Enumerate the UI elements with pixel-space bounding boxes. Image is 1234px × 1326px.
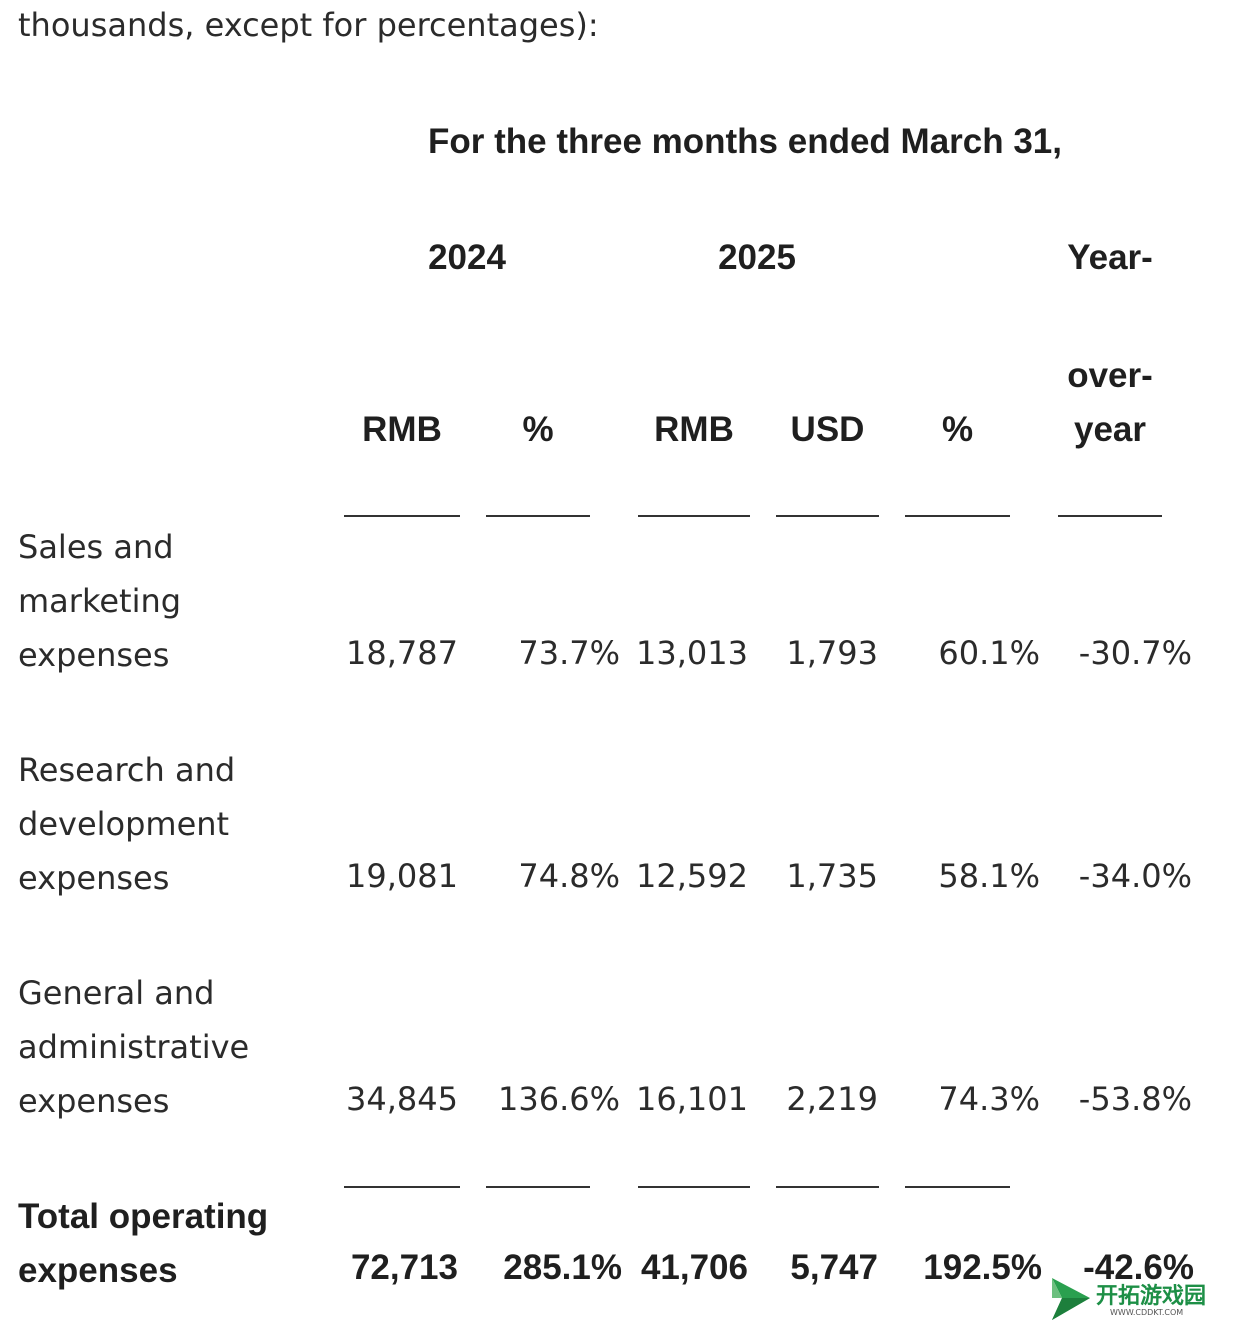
row-label-line: administrative — [18, 1028, 250, 1066]
cell-pct-2025: 60.1% — [938, 634, 1040, 672]
col-header-pct-2025: % — [941, 410, 974, 449]
row-label-line: Research and — [18, 751, 236, 789]
cell-rmb-2025: 13,013 — [636, 634, 748, 672]
header-rule — [776, 515, 879, 517]
cell-rmb-2024: 18,787 — [346, 634, 458, 672]
header-rule — [638, 515, 750, 517]
col-header-pct-2024: % — [522, 410, 554, 449]
row-label-line: Total operating — [18, 1197, 269, 1236]
cell-pct-2024: 136.6% — [497, 1080, 620, 1118]
cell-yoy: -53.8% — [1078, 1080, 1192, 1118]
subtotal-rule — [638, 1186, 750, 1188]
total-pct-2025: 192.5% — [923, 1248, 1042, 1287]
col-header-rmb-2024: RMB — [362, 410, 442, 449]
row-label-line: expenses — [18, 636, 170, 674]
total-usd-2025: 5,747 — [790, 1248, 878, 1287]
logo-icon — [1052, 1278, 1090, 1320]
header-rule — [486, 515, 590, 517]
yoy-heading-line2: over- — [1067, 356, 1153, 395]
cell-usd-2025: 1,793 — [786, 634, 878, 672]
row-label-line: Sales and — [18, 528, 174, 566]
cell-yoy: -30.7% — [1078, 634, 1192, 672]
watermark-text: 开拓游戏园 — [1096, 1284, 1207, 1309]
total-rmb-2024: 72,713 — [350, 1248, 458, 1287]
cell-pct-2025: 74.3% — [938, 1080, 1040, 1118]
period-heading: For the three months ended March 31, — [428, 122, 1062, 161]
watermark-url: WWW.CDDKT.COM — [1110, 1308, 1184, 1317]
header-rule — [1058, 515, 1162, 517]
row-label-total: Total operating expenses — [18, 1190, 268, 1298]
total-yoy: -42.6% — [1083, 1248, 1194, 1287]
cell-pct-2024: 74.8% — [518, 857, 620, 895]
row-label-line: expenses — [18, 1082, 170, 1120]
row-label-general-administrative: General and administrative expenses — [18, 966, 249, 1128]
row-label-line: expenses — [18, 1251, 178, 1290]
cell-usd-2025: 1,735 — [786, 857, 878, 895]
total-rmb-2025: 41,706 — [640, 1248, 748, 1287]
subtotal-rule — [776, 1186, 879, 1188]
col-header-usd-2025: USD — [790, 410, 865, 449]
header-rule — [344, 515, 460, 517]
row-label-line: marketing — [18, 582, 182, 620]
cell-pct-2025: 58.1% — [938, 857, 1040, 895]
intro-text: thousands, except for percentages): — [18, 6, 599, 44]
year-2024-heading: 2024 — [428, 238, 506, 277]
subtotal-rule — [344, 1186, 460, 1188]
cell-yoy: -34.0% — [1078, 857, 1192, 895]
row-label-sales-marketing: Sales and marketing expenses — [18, 520, 181, 682]
row-label-research-development: Research and development expenses — [18, 743, 235, 905]
row-label-line: expenses — [18, 859, 170, 897]
cell-rmb-2025: 16,101 — [636, 1080, 748, 1118]
subtotal-rule — [905, 1186, 1010, 1188]
subtotal-rule — [486, 1186, 590, 1188]
col-header-rmb-2025: RMB — [654, 410, 734, 449]
cell-rmb-2024: 19,081 — [346, 857, 458, 895]
cell-rmb-2024: 34,845 — [346, 1080, 458, 1118]
row-label-line: development — [18, 805, 230, 843]
yoy-heading-line3: year — [1073, 410, 1147, 449]
row-label-line: General and — [18, 974, 215, 1012]
yoy-heading-line1: Year- — [1067, 238, 1153, 277]
year-2025-heading: 2025 — [718, 238, 796, 277]
header-rule — [905, 515, 1010, 517]
cell-pct-2024: 73.7% — [518, 634, 620, 672]
cell-usd-2025: 2,219 — [786, 1080, 878, 1118]
cell-rmb-2025: 12,592 — [636, 857, 748, 895]
watermark: 开拓游戏园 WWW.CDDKT.COM — [1048, 1270, 1234, 1326]
total-pct-2024: 285.1% — [503, 1248, 622, 1287]
